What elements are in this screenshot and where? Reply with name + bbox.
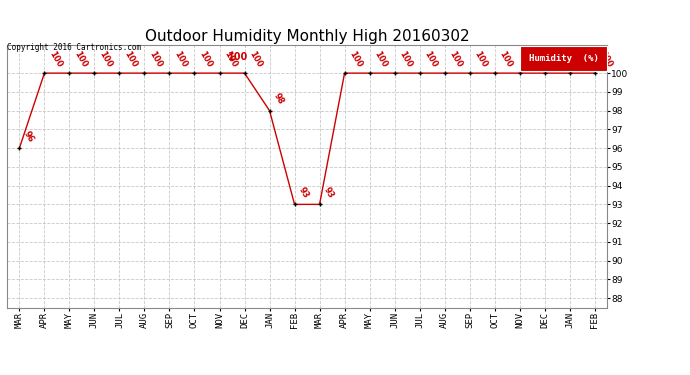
Text: 100: 100 bbox=[397, 50, 414, 69]
Text: Copyright 2016 Cartronics.com: Copyright 2016 Cartronics.com bbox=[7, 44, 141, 52]
Text: 96: 96 bbox=[22, 129, 36, 144]
Title: Outdoor Humidity Monthly High 20160302: Outdoor Humidity Monthly High 20160302 bbox=[145, 29, 469, 44]
Text: 100: 100 bbox=[47, 50, 63, 69]
Text: 100: 100 bbox=[122, 50, 139, 69]
Text: 100: 100 bbox=[473, 50, 489, 69]
Text: 100: 100 bbox=[547, 50, 564, 69]
Text: 100: 100 bbox=[598, 50, 614, 69]
Text: 100: 100 bbox=[228, 52, 248, 62]
Text: 100: 100 bbox=[522, 50, 539, 69]
Text: 100: 100 bbox=[422, 50, 439, 69]
Text: 100: 100 bbox=[147, 50, 164, 69]
Text: 100: 100 bbox=[447, 50, 464, 69]
Text: 93: 93 bbox=[322, 186, 336, 200]
Text: 100: 100 bbox=[222, 50, 239, 69]
Text: 100: 100 bbox=[97, 50, 114, 69]
Text: 100: 100 bbox=[197, 50, 214, 69]
Text: 100: 100 bbox=[373, 50, 389, 69]
Text: 98: 98 bbox=[273, 92, 286, 106]
Text: 100: 100 bbox=[247, 50, 264, 69]
Text: 100: 100 bbox=[347, 50, 364, 69]
Text: 93: 93 bbox=[297, 186, 311, 200]
Text: 100: 100 bbox=[573, 50, 589, 69]
Text: 100: 100 bbox=[72, 50, 89, 69]
Text: 100: 100 bbox=[497, 50, 514, 69]
Text: 100: 100 bbox=[172, 50, 189, 69]
